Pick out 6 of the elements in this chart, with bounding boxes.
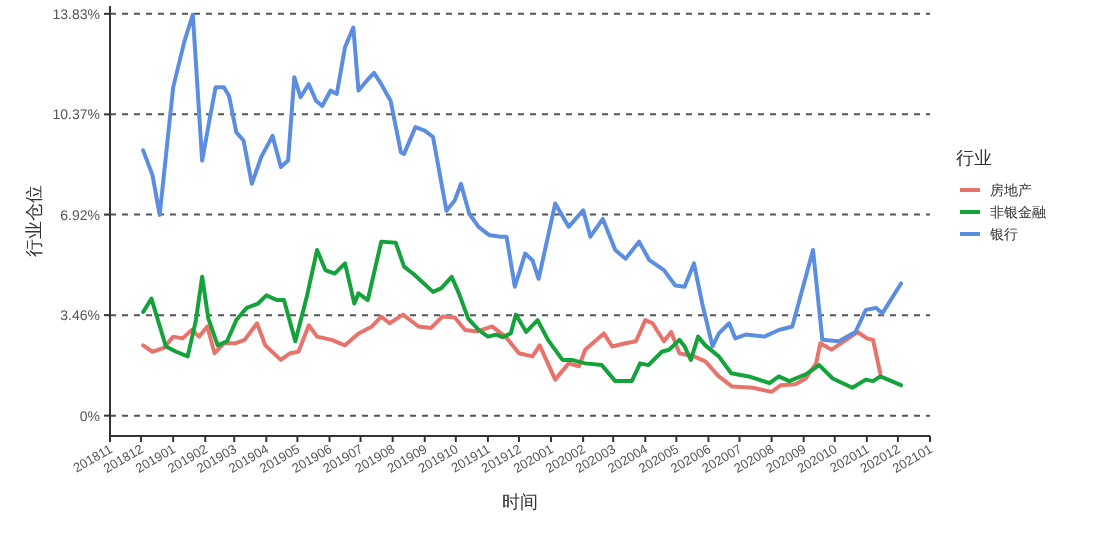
line-series bbox=[141, 312, 883, 394]
legend-title: 行业 bbox=[956, 148, 992, 168]
line-series bbox=[141, 12, 904, 349]
line-series bbox=[141, 239, 904, 390]
y-axis-title: 行业仓位 bbox=[24, 185, 44, 257]
x-axis-title: 时间 bbox=[502, 492, 538, 512]
